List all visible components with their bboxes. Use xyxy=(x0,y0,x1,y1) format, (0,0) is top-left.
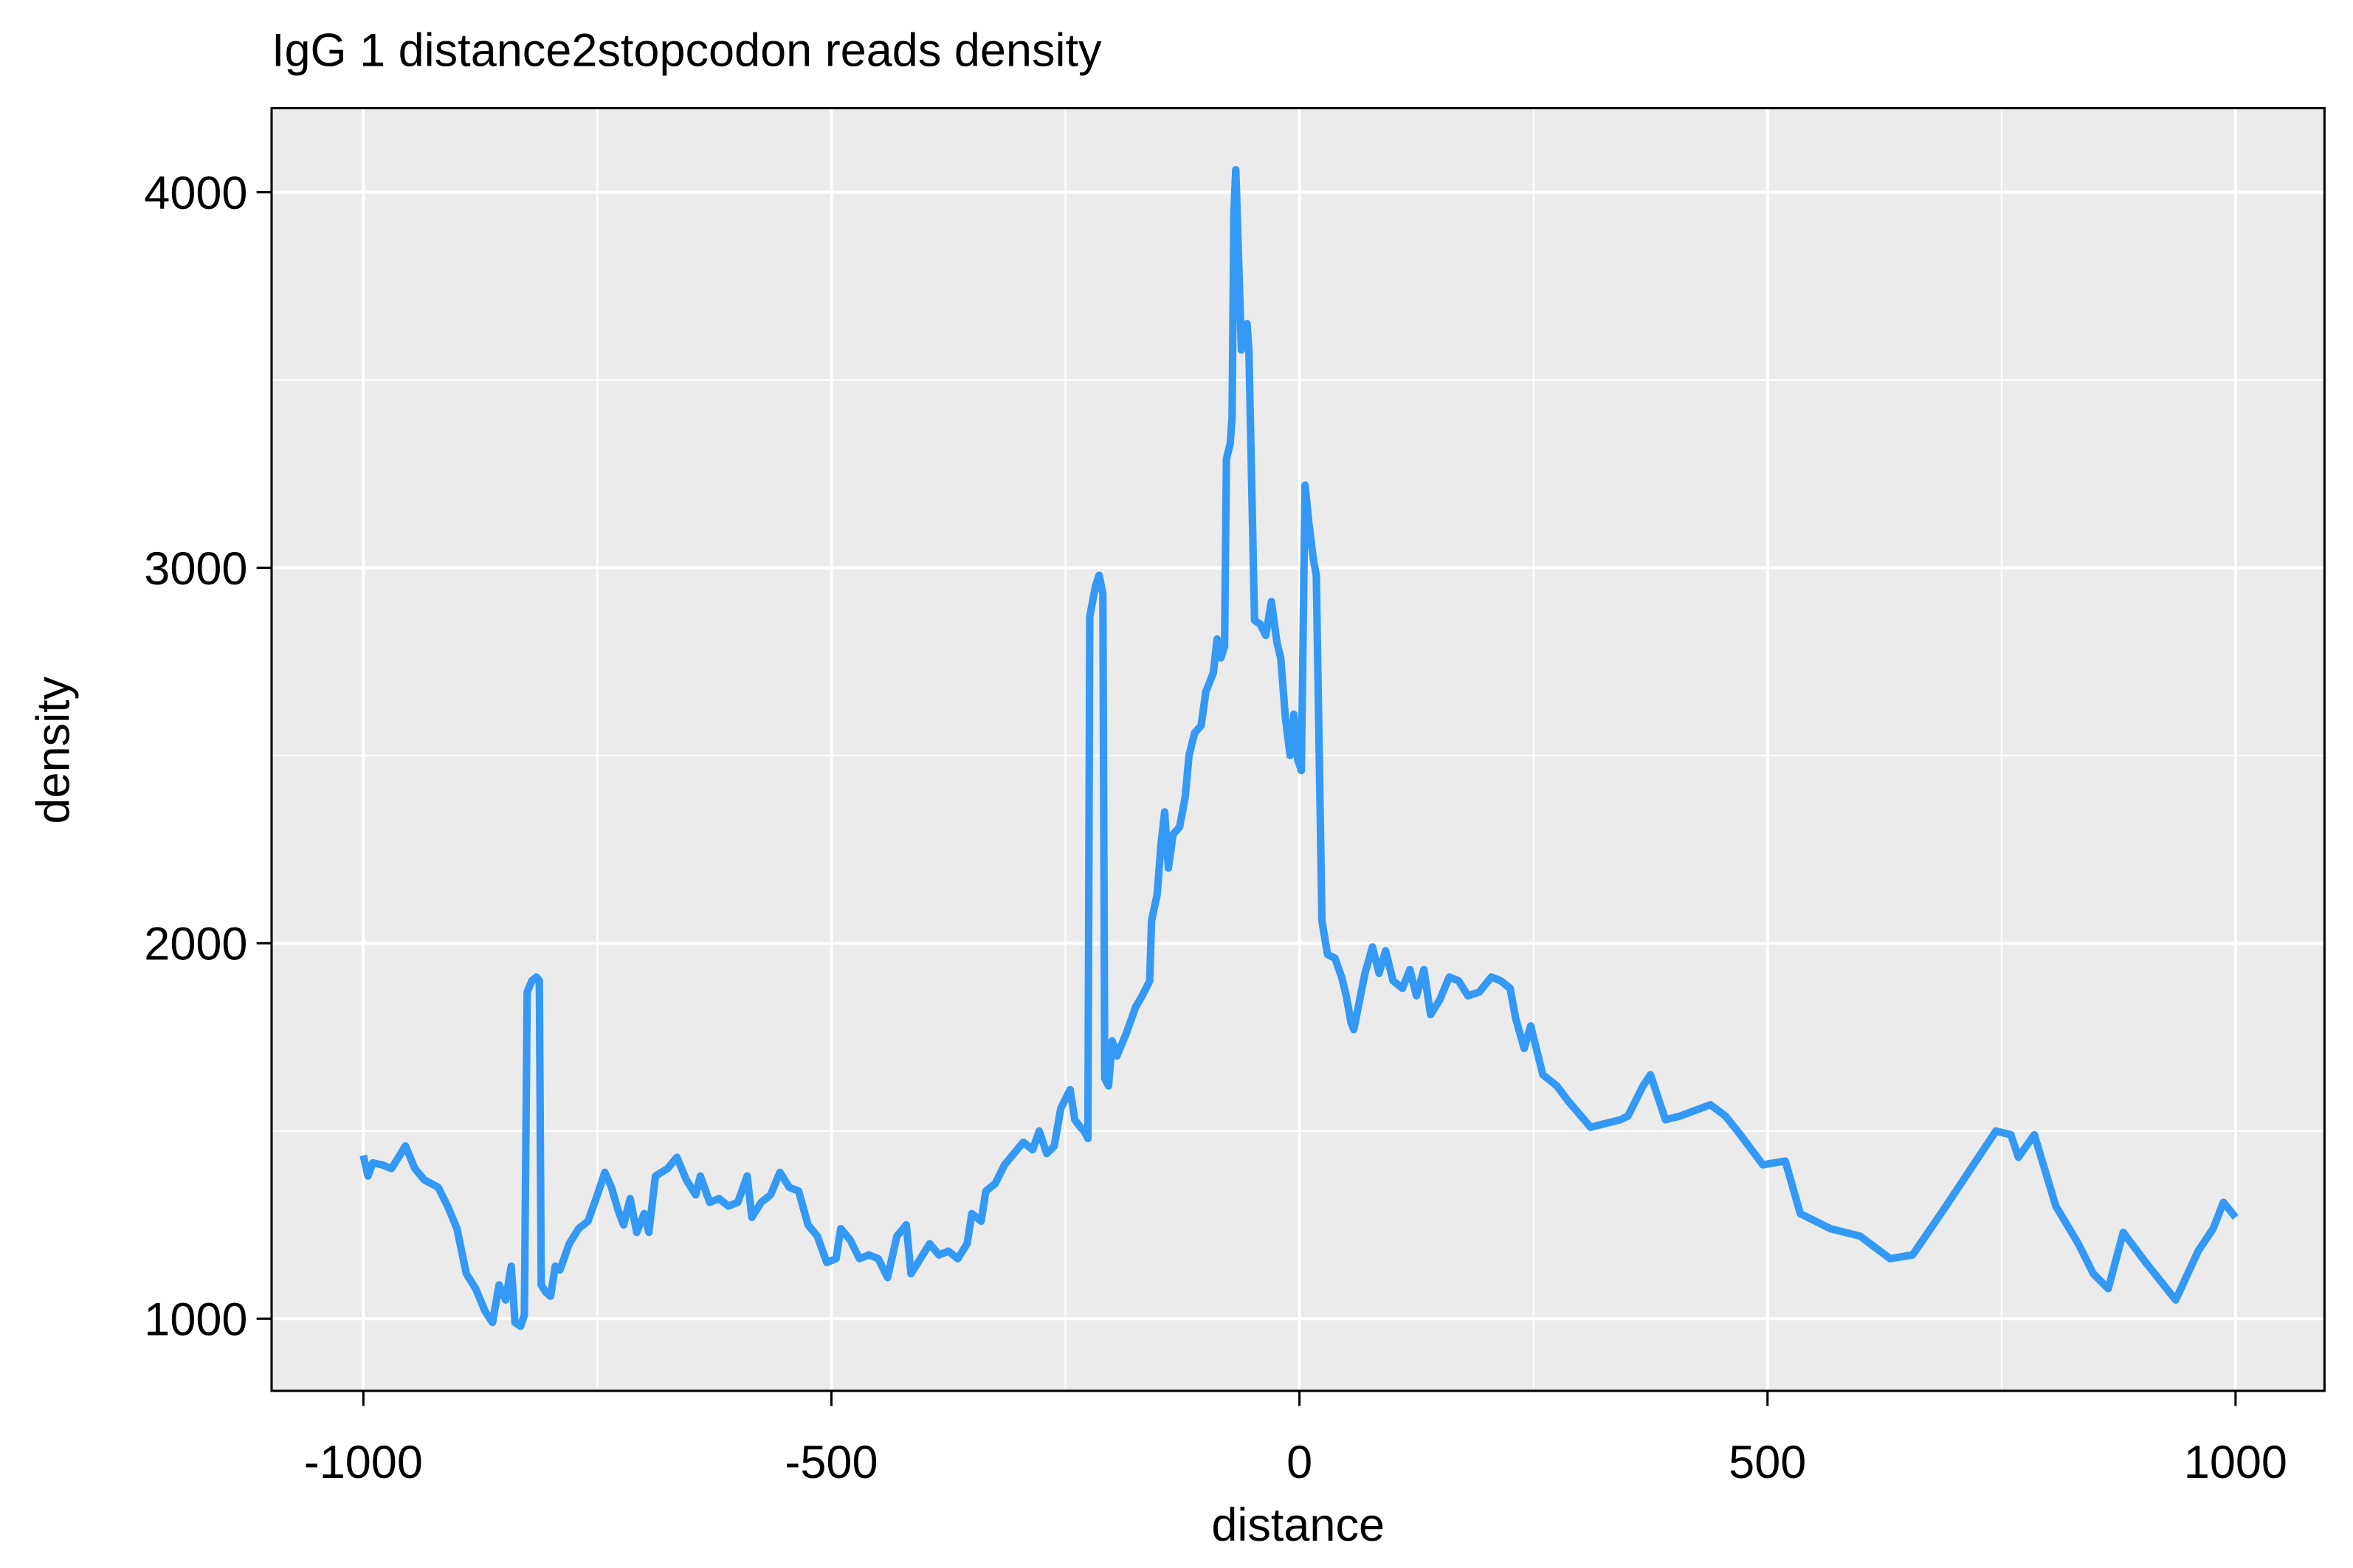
x-tick-label: 500 xyxy=(1729,1437,1806,1488)
x-axis-label: distance xyxy=(1211,1499,1385,1551)
plot-border xyxy=(270,107,2326,1392)
y-tick-label: 3000 xyxy=(144,543,247,595)
data-line xyxy=(359,165,2239,1330)
chart-title: IgG 1 distance2stopcodon reads density xyxy=(272,25,1102,77)
y-tick-label: 1000 xyxy=(144,1294,247,1346)
x-tick-label: 0 xyxy=(1286,1437,1312,1488)
x-tick-label: -1000 xyxy=(304,1437,423,1488)
x-tick-label: -500 xyxy=(785,1437,878,1488)
y-tick-label: 4000 xyxy=(144,167,247,219)
x-tick-label: 1000 xyxy=(2184,1437,2287,1488)
y-axis-label: density xyxy=(28,676,80,823)
y-tick-label: 2000 xyxy=(144,919,247,970)
series xyxy=(359,165,2239,1330)
axes: -1000 -500 0 500 1000 1000 2000 3000 4000 xyxy=(144,167,2287,1488)
